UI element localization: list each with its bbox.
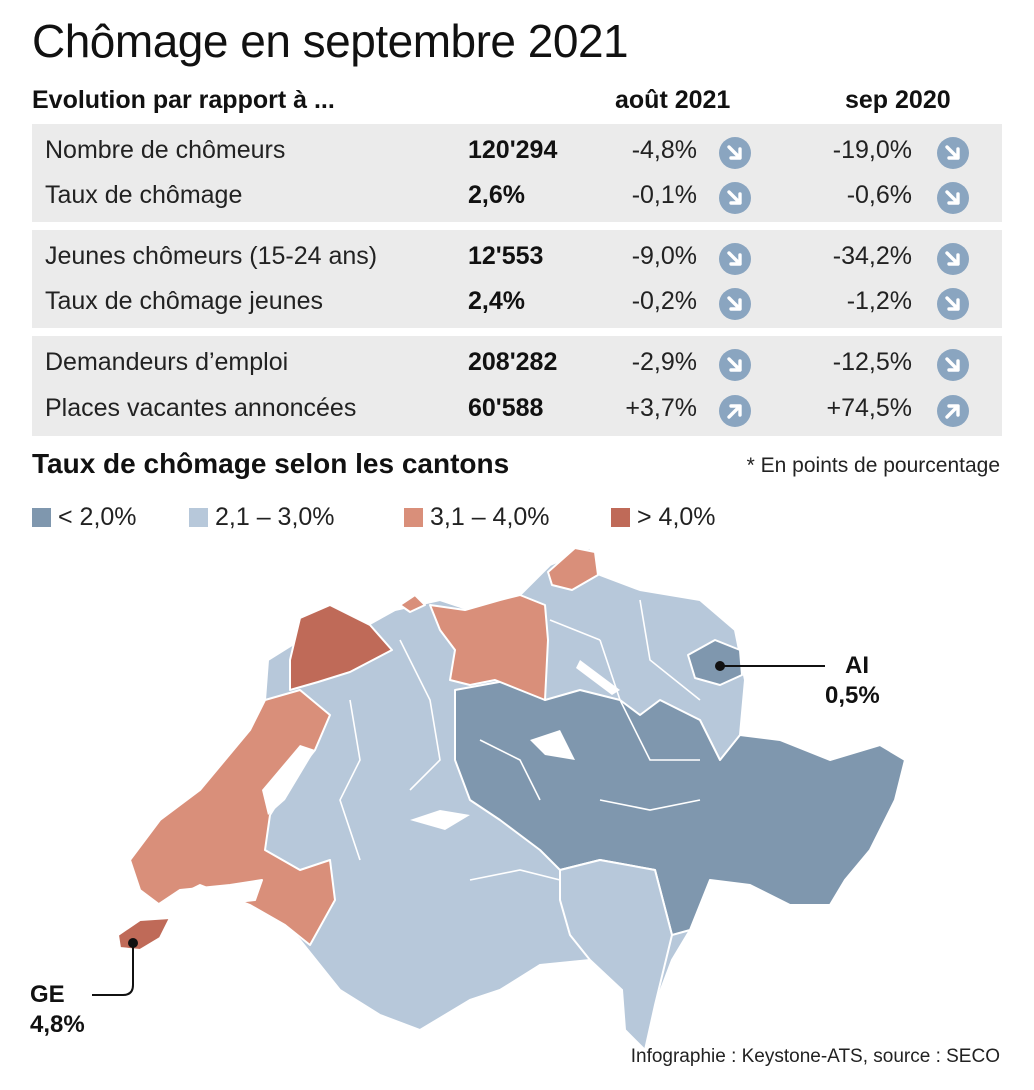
row-change-aout: +3,7% [625, 394, 697, 422]
row-label: Taux de chômage jeunes [45, 287, 323, 315]
canton-ag [429, 594, 549, 701]
arrow-down-right-icon [937, 182, 969, 214]
canton-sh [547, 547, 599, 591]
row-label: Demandeurs d’emploi [45, 348, 289, 376]
arrow-down-right-icon [937, 137, 969, 169]
table-group-emploi: Demandeurs d’emploi 208'282 -2,9% -12,5%… [32, 336, 1002, 436]
row-change-sep: -19,0% [832, 136, 912, 164]
table-group-jeunes: Jeunes chômeurs (15-24 ans) 12'553 -9,0%… [32, 230, 1002, 328]
arrow-up-right-icon [719, 395, 751, 427]
lake-lucerne [530, 730, 575, 760]
lake-zurich [576, 660, 620, 695]
canton-ge [117, 917, 171, 951]
callout-ge: GE 4,8% [30, 980, 85, 1040]
table-row: Jeunes chômeurs (15-24 ans) 12'553 -9,0%… [32, 234, 1002, 280]
legend-label: 3,1 – 4,0% [430, 503, 550, 531]
table-row: Taux de chômage 2,6% -0,1% -0,6% [32, 173, 1002, 219]
table-row: Places vacantes annoncées 60'588 +3,7% +… [32, 386, 1002, 432]
table-row: Demandeurs d’emploi 208'282 -2,9% -12,5% [32, 340, 1002, 386]
table-header-label: Evolution par rapport à ... [32, 86, 335, 114]
callout-ge-value: 4,8% [30, 1011, 85, 1038]
table-row: Nombre de chômeurs 120'294 -4,8% -19,0% [32, 128, 1002, 174]
arrow-down-right-icon [719, 137, 751, 169]
callout-ai: AI 0,5% [825, 651, 880, 711]
legend-label: < 2,0% [58, 503, 137, 531]
row-value: 60'588 [468, 394, 544, 422]
row-change-aout: -9,0% [631, 242, 697, 270]
callout-ai-value: 0,5% [825, 682, 880, 709]
row-change-aout: -2,9% [631, 348, 697, 376]
callout-ge-code: GE [30, 981, 65, 1008]
lake-thun [410, 810, 470, 830]
page-title: Chômage en septembre 2021 [32, 15, 629, 67]
row-change-sep: -12,5% [832, 348, 912, 376]
row-value: 2,6% [468, 181, 525, 209]
row-label: Places vacantes annoncées [45, 394, 357, 422]
canton-bs [399, 594, 426, 613]
callout-dot-ge [128, 938, 138, 948]
canton-ju [289, 604, 393, 691]
switzerland-canton-map [92, 547, 906, 1051]
legend-swatch [32, 508, 51, 527]
canton-ai [687, 639, 743, 686]
arrow-down-right-icon [937, 243, 969, 275]
lake-neuchatel [262, 745, 315, 815]
legend-swatch [404, 508, 423, 527]
row-label: Jeunes chômeurs (15-24 ans) [45, 242, 378, 270]
row-change-sep: -1,2% [846, 287, 912, 315]
row-change-aout: -4,8% [631, 136, 697, 164]
table-row: Taux de chômage jeunes 2,4% -0,2% -1,2% [32, 279, 1002, 325]
callout-dot-ai [715, 661, 725, 671]
legend-label: 2,1 – 3,0% [215, 503, 335, 531]
arrow-down-right-icon [719, 288, 751, 320]
source-credit: Infographie : Keystone-ATS, source : SEC… [630, 1046, 1000, 1067]
legend-label: > 4,0% [637, 503, 716, 531]
callout-ai-code: AI [845, 652, 869, 679]
lake-geneva [149, 879, 263, 919]
row-value: 208'282 [468, 348, 558, 376]
arrow-up-right-icon [937, 395, 969, 427]
arrow-down-right-icon [937, 349, 969, 381]
legend-swatch [611, 508, 630, 527]
canton-ti [559, 859, 673, 1051]
column-header-aout-2021: août 2021 [615, 86, 731, 114]
callout-leader-ge [92, 943, 134, 996]
arrow-down-right-icon [937, 288, 969, 320]
row-change-aout: -0,1% [631, 181, 697, 209]
row-change-sep: -0,6% [846, 181, 912, 209]
map-note: * En points de pourcentage [746, 454, 1000, 477]
row-value: 2,4% [468, 287, 525, 315]
table-group-chomeurs: Nombre de chômeurs 120'294 -4,8% -19,0% … [32, 124, 1002, 222]
row-change-aout: -0,2% [631, 287, 697, 315]
arrow-down-right-icon [719, 182, 751, 214]
arrow-down-right-icon [719, 349, 751, 381]
row-value: 12'553 [468, 242, 544, 270]
row-label: Taux de chômage [45, 181, 243, 209]
column-header-sep-2020: sep 2020 [845, 86, 951, 114]
legend-swatch [189, 508, 208, 527]
row-value: 120'294 [468, 136, 558, 164]
row-change-sep: -34,2% [832, 242, 912, 270]
row-label: Nombre de chômeurs [45, 136, 286, 164]
map-section-title: Taux de chômage selon les cantons [32, 448, 510, 479]
row-change-sep: +74,5% [826, 394, 913, 422]
arrow-down-right-icon [719, 243, 751, 275]
